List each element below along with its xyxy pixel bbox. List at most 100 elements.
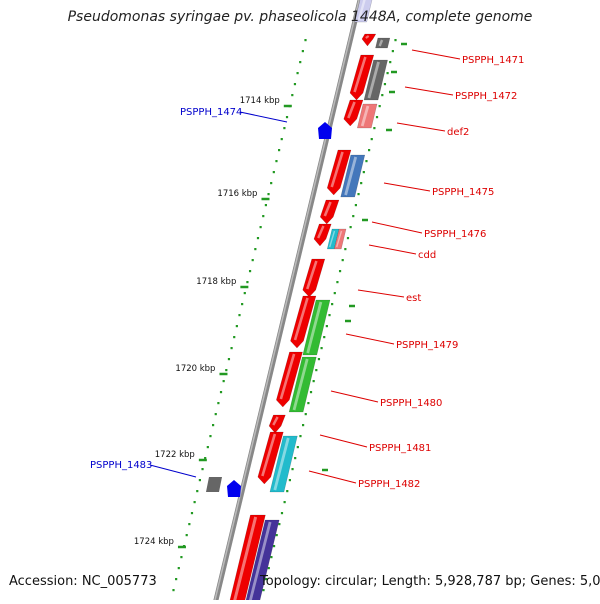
cds-1480-gloss [292,358,309,411]
ruler-track-right [381,94,384,97]
ruler-track-right [302,424,305,427]
cds-1479 [302,299,331,356]
ruler-track-right [262,589,265,592]
ruler-track-left [296,72,299,75]
ruler-track-left [275,160,278,163]
ruler-track-right [317,358,321,361]
gene-1475 [326,149,352,196]
gene-label: PSPPH_1480 [380,398,442,409]
ruler-track-left [172,589,175,592]
cds-1472-gloss [367,61,380,99]
ruler-track-right [360,182,363,185]
ruler-track-left [259,226,262,229]
ruler-track-left [301,50,304,53]
ruler-track-left [214,413,217,416]
accession-label: Accession: NC_005773 [9,574,157,589]
ruler-track-right [265,578,268,581]
ruler-track-right [328,314,331,317]
ruler-track-left [185,534,188,537]
label-leader-line [411,49,461,60]
gene-est [302,258,326,298]
ruler-track-right [349,226,352,229]
ruler-track-right [362,171,365,174]
cds-cdd-a-gloss [329,230,336,248]
cds-cdd-b [333,228,347,250]
gene-next-gloss [232,516,258,604]
gene-label: PSPPH_1481 [369,443,431,454]
ruler-track-left [188,523,191,526]
ruler-track-left [278,149,281,152]
ruler-track-right [336,281,339,284]
ruler-track-left [280,138,283,141]
ruler-track-left [190,512,194,515]
cds-1480 [288,356,317,413]
gene-cdd [313,223,332,247]
ruler-track-left [243,292,246,295]
ruler-track-left [201,468,204,471]
genome-backbone-highlight [213,0,360,604]
gene-1482-gloss [261,433,277,477]
label-leader-line [319,434,368,448]
gene-1472 [349,54,375,101]
gene-cdd-gloss [317,225,325,239]
ruler-track-left [248,270,252,273]
ruler-track-left [283,127,286,130]
kbp-label: 1716 kbp [217,189,257,199]
ruler-track-left [299,61,302,64]
ruler-track-left [272,171,275,174]
gene-label: est [406,293,421,304]
label-leader-line [371,221,423,234]
ruler-track-left [254,248,257,251]
gene-1479 [290,295,317,349]
cds-1479-gloss [306,301,323,354]
ruler-track-right [370,138,373,141]
gene-1474 [318,122,332,139]
ruler-track-right [338,270,342,273]
gene-def2 [343,99,364,127]
ruler-track-left [209,435,212,438]
cds-def2-gloss [360,105,370,127]
ruler-track-left [246,281,249,284]
cds-1482-gloss [273,437,290,491]
ruler-track-right [357,193,360,196]
ruler-track-left [193,501,196,504]
ruler-track-right [275,534,278,537]
ruler-track-left [227,358,231,361]
cds-1475 [340,154,366,198]
kbp-label: 1718 kbp [196,277,236,287]
ruler-track-right [304,413,307,416]
ruler-track-right [307,402,310,405]
kbp-label: 1722 kbp [155,450,195,460]
label-leader-line [396,122,446,132]
ruler-track-right [344,248,347,251]
ruler-track-left [219,391,223,394]
gene-next [228,514,266,604]
ruler-track-left [212,424,215,427]
ruler-track-right [267,567,270,570]
gene-1480 [276,351,303,408]
ruler-track-left [180,556,183,559]
genome-backbone [212,0,363,604]
gene-1479-gloss [293,297,309,341]
ruler-track-right [312,380,315,383]
ruler-track-right [365,160,368,163]
ruler-track-left [175,578,178,581]
gene-top-faint-gloss [357,0,366,21]
cds-1483 [206,477,222,492]
label-leader-line [383,182,431,192]
gene-1480-gloss [279,353,296,400]
ruler-track-left [264,204,267,207]
label-leader-line [357,289,405,298]
cds-1471 [375,37,391,49]
label-leader-line [149,464,197,478]
ruler-track-left [262,215,265,218]
gene-label: PSPPH_1471 [462,55,524,66]
label-leader-line [330,390,379,403]
ruler-track-right [341,259,344,262]
ruler-track-right [299,435,302,438]
ruler-track-right [386,72,389,75]
ruler-track-right [333,292,336,295]
gene-1481 [268,414,286,434]
ruler-track-left [196,490,199,493]
